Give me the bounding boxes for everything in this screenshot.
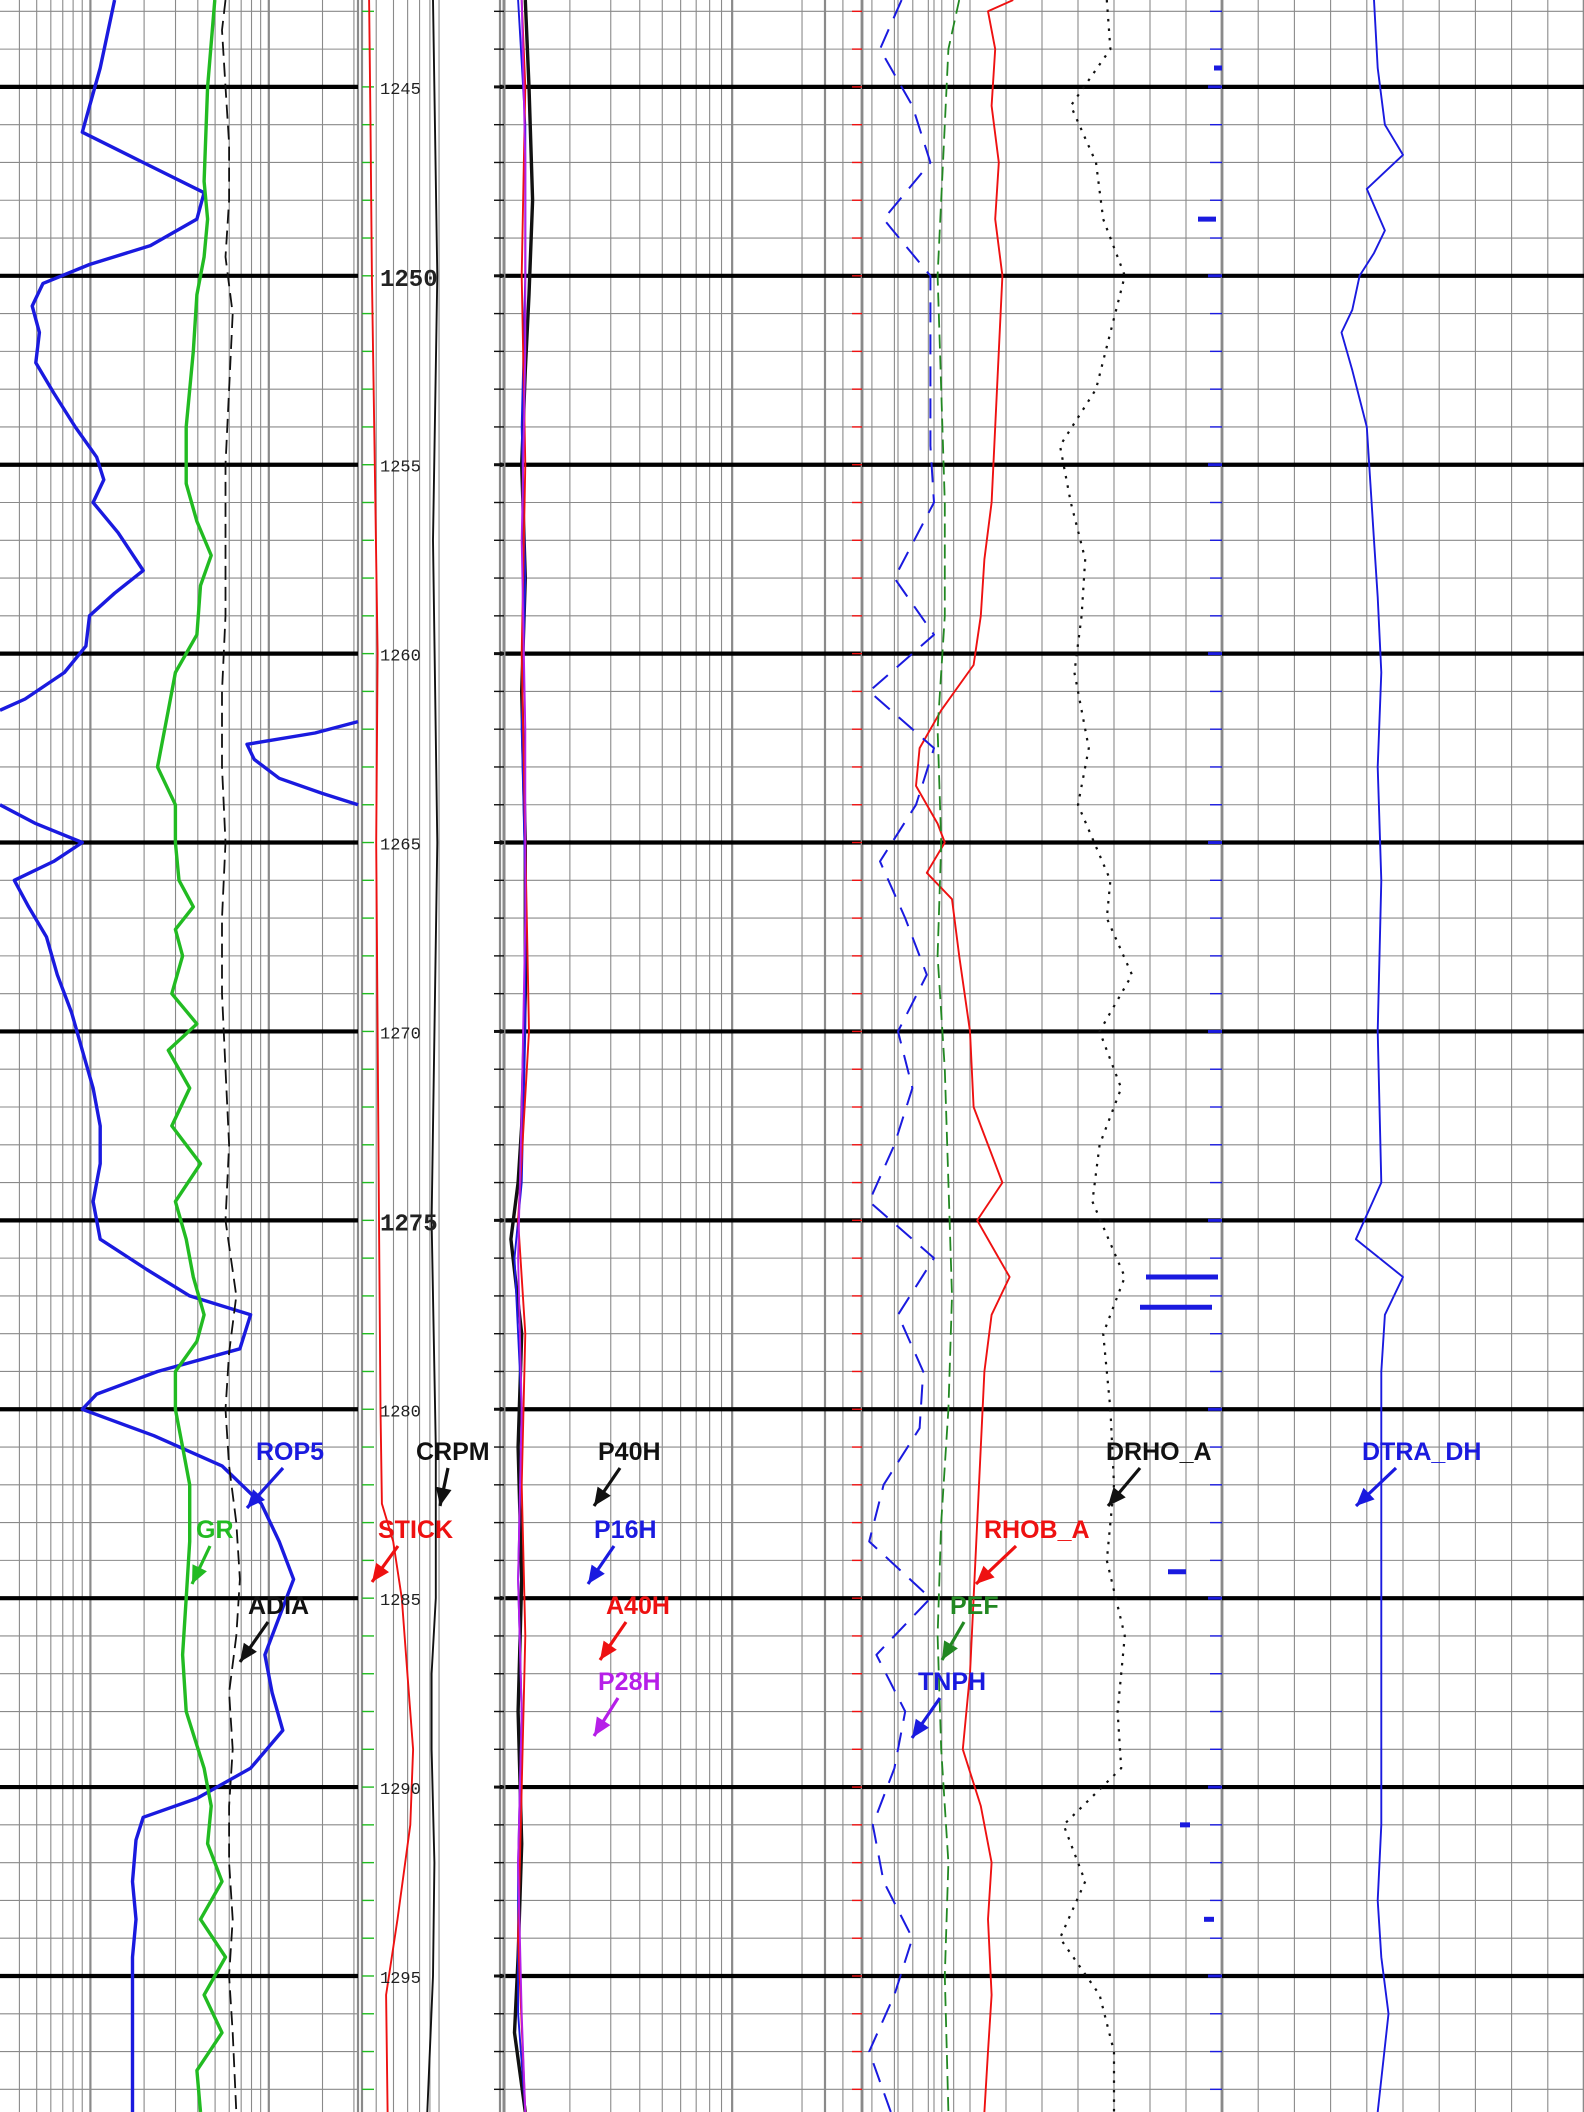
pointer-arrow-head (435, 1486, 452, 1506)
label-p16h: P16H (594, 1516, 657, 1544)
pointer-arrow-head (588, 1564, 605, 1584)
track5-dtra-dh-curve (1340, 0, 1404, 2112)
label-a40h: A40H (606, 1592, 670, 1620)
pointer-arrow-head (600, 1640, 617, 1660)
pointer-arrow-head (372, 1562, 389, 1582)
pointer-arrow-head (1356, 1487, 1375, 1506)
depth-label: 1285 (380, 1592, 421, 1611)
depth-label: 1260 (380, 648, 421, 667)
pointer-arrow-head (240, 1642, 257, 1662)
depth-label-major: 1275 (380, 1211, 438, 1238)
label-adia: ADIA (248, 1592, 309, 1620)
track2-crpm-curve (426, 0, 439, 2112)
depth-label: 1280 (380, 1403, 421, 1422)
track1-adia-curve (221, 0, 241, 2112)
pointer-arrow-head (976, 1565, 995, 1584)
pointer-arrow-head (1108, 1487, 1126, 1506)
label-p28h: P28H (598, 1668, 661, 1696)
label-stick: STICK (378, 1516, 453, 1544)
label-rop5: ROP5 (256, 1438, 324, 1466)
pointer-arrow-head (594, 1716, 611, 1736)
track1-rop5-curve (245, 719, 359, 807)
track4-tnph-curve (868, 0, 935, 2112)
depth-label-major: 1250 (380, 267, 438, 294)
label-pef: PEF (950, 1592, 999, 1620)
track1-gr-curve (155, 0, 228, 2112)
track3-a40h-curve (517, 0, 530, 2112)
label-tnph: TNPH (918, 1668, 986, 1696)
pointer-arrow-head (912, 1718, 929, 1738)
curve-layer (0, 0, 1404, 2112)
depth-label: 1255 (380, 459, 421, 478)
curve-labels: ROP5 GR ADIA STICK CRPM P40H P16H A40H P… (190, 1438, 1481, 1739)
depth-label: 1270 (380, 1025, 421, 1044)
label-rhob-a: RHOB_A (984, 1516, 1090, 1544)
depth-labels: 1250 1275 1245 1255 1260 1265 1270 1280 1285 1290… (380, 81, 438, 1989)
track3-p28h-curve (517, 0, 527, 2112)
track1-rop5-curve (0, 0, 206, 712)
pointer-arrow-head (192, 1564, 207, 1584)
track1-rop5-curve (0, 803, 296, 2112)
track2-stick-curve (368, 0, 415, 2112)
depth-label: 1245 (380, 81, 421, 100)
depth-label: 1290 (380, 1781, 421, 1800)
pointer-arrow-head (942, 1640, 958, 1660)
pointer-arrow-head (247, 1489, 265, 1508)
track4-rhob-a-curve (915, 0, 1014, 2112)
depth-label: 1265 (380, 837, 421, 856)
track4-pef-curve (936, 0, 961, 2112)
label-p40h: P40H (598, 1438, 661, 1466)
label-gr: GR (196, 1516, 234, 1544)
label-dtra-dh: DTRA_DH (1362, 1438, 1481, 1466)
label-crpm: CRPM (416, 1438, 490, 1466)
track4-drho-a-curve (1058, 0, 1134, 2112)
pointer-arrow-head (594, 1486, 611, 1506)
label-drho-a: DRHO_A (1106, 1438, 1212, 1466)
depth-label: 1295 (380, 1970, 421, 1989)
